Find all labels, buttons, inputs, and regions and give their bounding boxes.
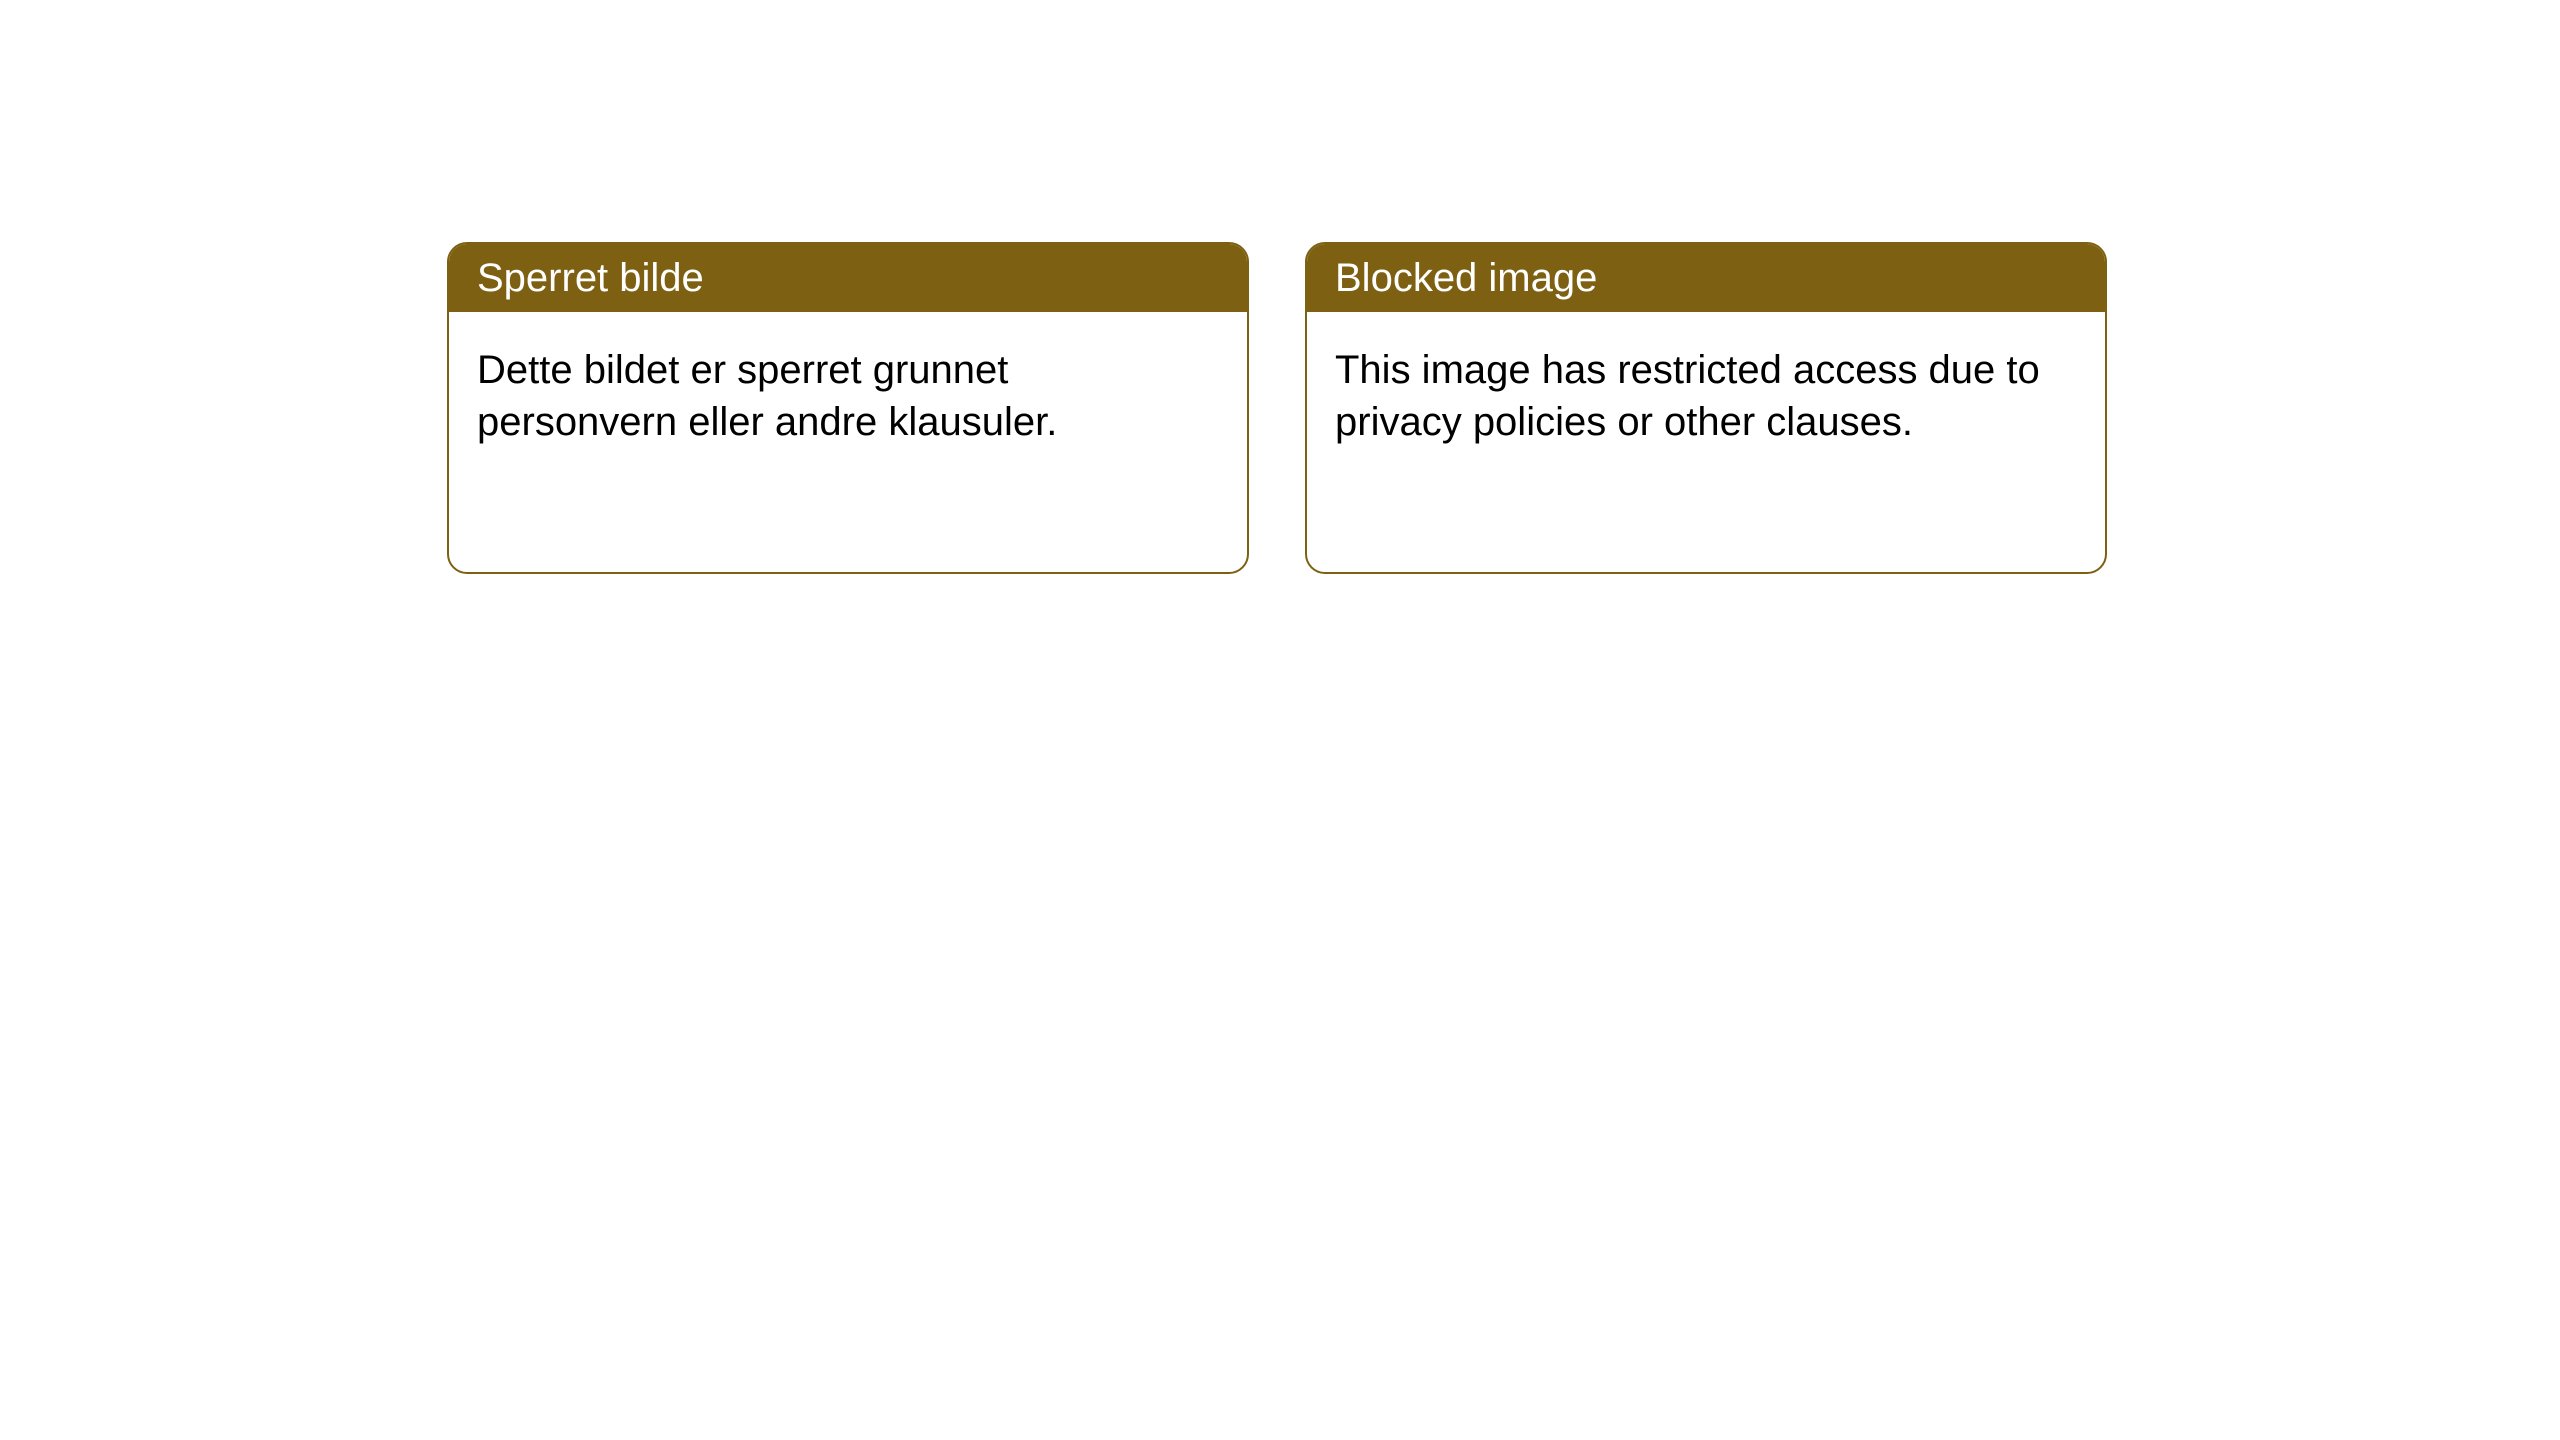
card-header-no: Sperret bilde bbox=[449, 244, 1247, 312]
blocked-image-card-no: Sperret bilde Dette bildet er sperret gr… bbox=[447, 242, 1249, 574]
card-header-en: Blocked image bbox=[1307, 244, 2105, 312]
card-body-en: This image has restricted access due to … bbox=[1307, 312, 2105, 480]
cards-container: Sperret bilde Dette bildet er sperret gr… bbox=[447, 242, 2107, 574]
card-body-no: Dette bildet er sperret grunnet personve… bbox=[449, 312, 1247, 480]
blocked-image-card-en: Blocked image This image has restricted … bbox=[1305, 242, 2107, 574]
